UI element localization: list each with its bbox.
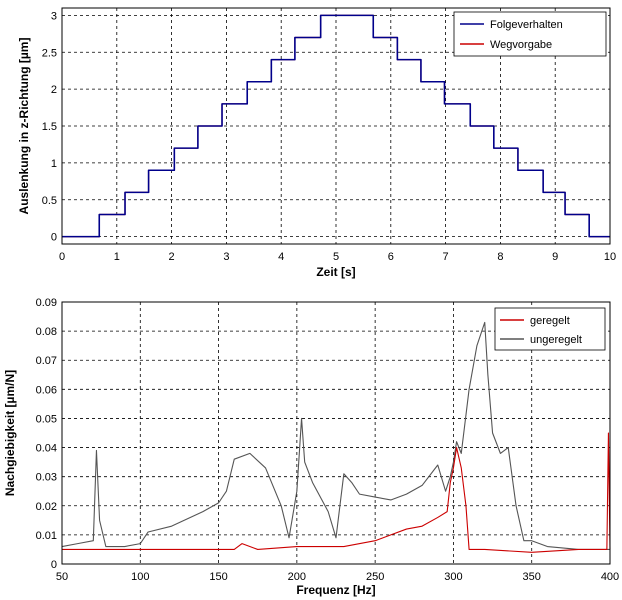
chart-bottom-legend: geregelt ungeregelt bbox=[494, 307, 606, 351]
y-tick-label: 0.07 bbox=[36, 355, 57, 367]
y-tick-label: 3 bbox=[51, 10, 57, 22]
chart-bottom-frame bbox=[61, 301, 611, 565]
chart-top-y-label: Auslenkung in z-Richtung [µm] bbox=[17, 38, 31, 215]
x-tick-label: 6 bbox=[388, 251, 394, 263]
x-tick-label: 5 bbox=[333, 251, 339, 263]
chart-bottom-x-ticks: 50 100 150 200 250 300 350 400 bbox=[56, 571, 619, 583]
x-tick-label: 350 bbox=[523, 571, 541, 583]
chart-bottom-y-ticks: 0 0.01 0.02 0.03 0.04 0.05 0.06 0.07 0.08 0.09 bbox=[36, 297, 57, 571]
x-tick-label: 150 bbox=[209, 571, 227, 583]
chart-top-series bbox=[62, 14, 610, 238]
x-tick-label: 10 bbox=[604, 251, 616, 263]
legend-label-folgeverhalten: Folgeverhalten bbox=[490, 19, 563, 31]
x-tick-label: 7 bbox=[443, 251, 449, 263]
chart-bottom-x-label: Frequenz [Hz] bbox=[296, 583, 375, 597]
y-tick-label: 0.02 bbox=[36, 501, 57, 513]
chart-top-x-ticks: 0 1 2 3 4 5 6 7 8 9 10 bbox=[59, 251, 616, 263]
y-tick-label: 0.5 bbox=[42, 195, 57, 207]
x-tick-label: 200 bbox=[288, 571, 306, 583]
legend-label-ungeregelt: ungeregelt bbox=[530, 334, 582, 346]
y-tick-label: 0.06 bbox=[36, 384, 57, 396]
y-tick-label: 0.03 bbox=[36, 472, 57, 484]
y-tick-label: 0 bbox=[51, 232, 57, 244]
x-tick-label: 3 bbox=[223, 251, 229, 263]
y-tick-label: 0.01 bbox=[36, 530, 57, 542]
chart-top-legend-box bbox=[453, 11, 607, 57]
legend-label-wegvorgabe: Wegvorgabe bbox=[490, 39, 552, 51]
y-tick-label: 0 bbox=[51, 559, 57, 571]
x-tick-label: 300 bbox=[444, 571, 462, 583]
chart-bottom-y-label: Nachgiebigkeit [µm/N] bbox=[3, 370, 17, 496]
x-tick-label: 4 bbox=[278, 251, 284, 263]
x-tick-label: 1 bbox=[114, 251, 120, 263]
y-tick-label: 0.04 bbox=[36, 443, 57, 455]
y-tick-label: 2 bbox=[51, 84, 57, 96]
y-tick-label: 0.09 bbox=[36, 297, 57, 309]
y-tick-label: 2.5 bbox=[42, 47, 57, 59]
y-tick-label: 1.5 bbox=[42, 121, 57, 133]
x-tick-label: 0 bbox=[59, 251, 65, 263]
x-tick-label: 2 bbox=[169, 251, 175, 263]
legend-label-geregelt: geregelt bbox=[530, 315, 570, 327]
x-tick-label: 50 bbox=[56, 571, 68, 583]
series-line-ungeregelt bbox=[61, 321, 610, 550]
x-tick-label: 9 bbox=[552, 251, 558, 263]
y-tick-label: 1 bbox=[51, 158, 57, 170]
chart-bottom-legend-box bbox=[494, 307, 606, 351]
chart-top-legend: Folgeverhalten Wegvorgabe bbox=[453, 11, 607, 57]
x-tick-label: 400 bbox=[601, 571, 619, 583]
chart-bottom-series bbox=[61, 321, 611, 553]
x-tick-label: 8 bbox=[497, 251, 503, 263]
x-tick-label: 100 bbox=[131, 571, 149, 583]
chart-top-y-ticks: 0 0.5 1 1.5 2 2.5 3 bbox=[42, 10, 57, 243]
chart-bottom: 50 100 150 200 250 300 350 400 0 0.01 0.02 0.03 0.0… bbox=[3, 297, 619, 597]
x-tick-label: 250 bbox=[366, 571, 384, 583]
chart-top-x-label: Zeit [s] bbox=[316, 265, 355, 279]
y-tick-label: 0.08 bbox=[36, 326, 57, 338]
series-line-folgeverhalten bbox=[62, 14, 610, 238]
series-line-geregelt bbox=[62, 432, 611, 553]
chart-top-frame bbox=[61, 7, 611, 245]
y-tick-label: 0.05 bbox=[36, 413, 57, 425]
